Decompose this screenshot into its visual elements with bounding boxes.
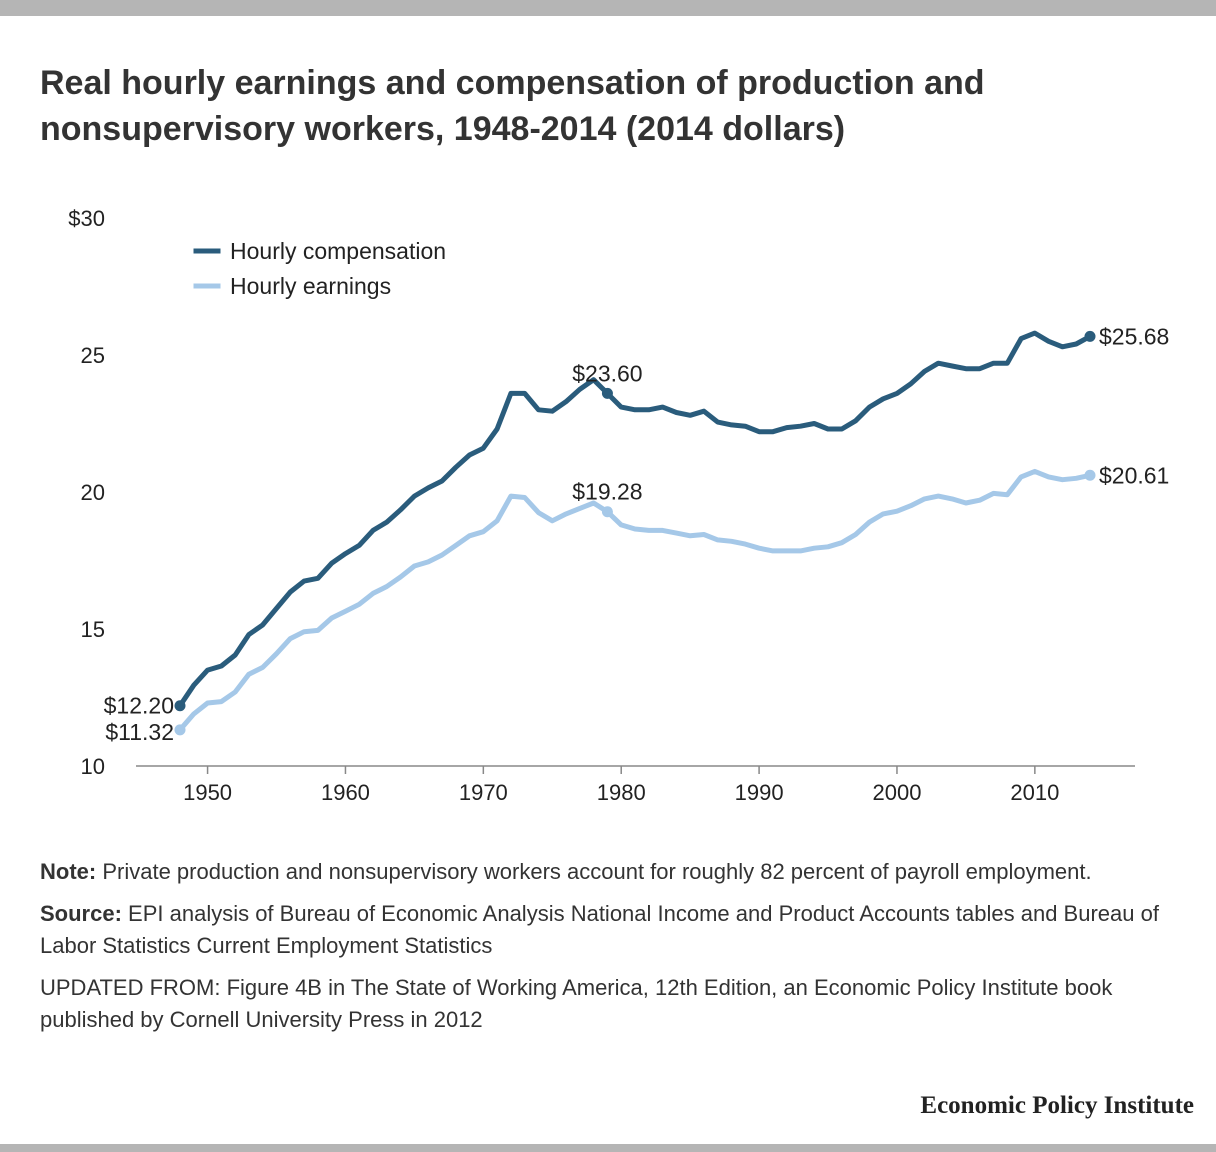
top-border bbox=[0, 0, 1216, 16]
note-text: Private production and nonsupervisory wo… bbox=[96, 859, 1092, 884]
updated-paragraph: UPDATED FROM: Figure 4B in The State of … bbox=[40, 975, 1113, 1032]
data-point bbox=[1084, 469, 1096, 481]
y-tick-label: 15 bbox=[81, 617, 105, 642]
y-tick-label: 20 bbox=[81, 480, 105, 505]
x-tick-label: 1970 bbox=[459, 780, 508, 805]
x-tick-label: 1950 bbox=[183, 780, 232, 805]
series-points bbox=[174, 330, 1096, 736]
y-tick-label: 25 bbox=[81, 343, 105, 368]
x-tick-label: 2010 bbox=[1010, 780, 1059, 805]
source-paragraph: Source: EPI analysis of Bureau of Econom… bbox=[40, 898, 1170, 962]
data-point bbox=[601, 387, 613, 399]
earnings-line bbox=[177, 468, 1093, 733]
data-label: $12.20 bbox=[104, 693, 174, 719]
y-tick-label: $30 bbox=[68, 206, 105, 231]
data-labels: $12.20 $23.60 $25.68 $11.32 $19.28 $20.61 bbox=[104, 323, 1170, 744]
legend-label: Hourly earnings bbox=[230, 273, 391, 299]
note-label: Note: bbox=[40, 859, 97, 884]
data-label: $19.28 bbox=[572, 479, 642, 505]
note-paragraph: Note: Private production and nonsupervis… bbox=[40, 856, 1170, 888]
legend: Hourly compensation Hourly earnings bbox=[193, 238, 446, 299]
bottom-border bbox=[0, 1144, 1216, 1152]
data-point bbox=[174, 700, 186, 712]
x-tick-label: 1980 bbox=[597, 780, 646, 805]
x-tick-label: 2000 bbox=[872, 780, 921, 805]
source-label: Source: bbox=[40, 901, 122, 926]
legend-label: Hourly compensation bbox=[230, 238, 446, 264]
data-label: $23.60 bbox=[572, 360, 642, 386]
data-point bbox=[601, 506, 613, 518]
compensation-line bbox=[177, 330, 1093, 709]
y-axis: $30 25 20 15 10 bbox=[68, 206, 105, 779]
footnotes: Note: Private production and nonsupervis… bbox=[40, 856, 1170, 1046]
data-label: $25.68 bbox=[1099, 323, 1169, 349]
data-point bbox=[1084, 330, 1096, 342]
data-point bbox=[174, 724, 186, 736]
source-text: EPI analysis of Bureau of Economic Analy… bbox=[40, 901, 1159, 958]
data-label: $20.61 bbox=[1099, 462, 1169, 488]
y-tick-label: 10 bbox=[81, 754, 105, 779]
data-label: $11.32 bbox=[105, 719, 174, 745]
series-lines bbox=[177, 330, 1093, 733]
x-tick-label: 1960 bbox=[321, 780, 370, 805]
x-axis: 1950 1960 1970 1980 1990 2000 2010 bbox=[136, 765, 1135, 805]
x-tick-label: 1990 bbox=[735, 780, 784, 805]
chart-title: Real hourly earnings and compensation of… bbox=[40, 64, 985, 148]
brand-logo-text: Economic Policy Institute bbox=[920, 1092, 1194, 1119]
